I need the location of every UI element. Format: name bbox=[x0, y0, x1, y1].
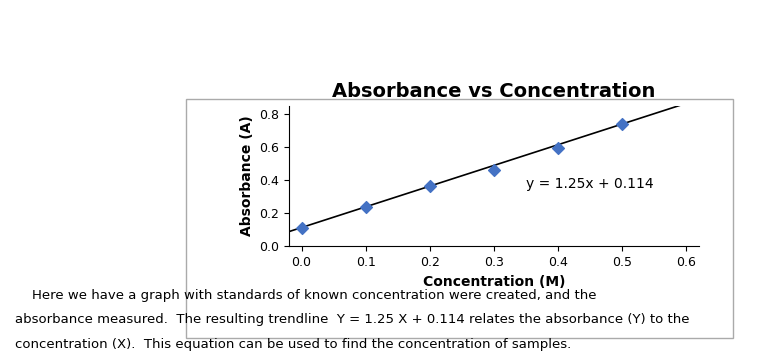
Text: Here we have a graph with standards of known concentration were created, and the: Here we have a graph with standards of k… bbox=[15, 289, 597, 302]
Y-axis label: Absorbance (A): Absorbance (A) bbox=[239, 115, 254, 237]
Text: y = 1.25x + 0.114: y = 1.25x + 0.114 bbox=[526, 177, 654, 191]
Text: absorbance measured.  The resulting trendline  Y = 1.25 X + 0.114 relates the ab: absorbance measured. The resulting trend… bbox=[15, 313, 690, 326]
X-axis label: Concentration (M): Concentration (M) bbox=[423, 275, 565, 289]
Text: concentration (X).  This equation can be used to find the concentration of sampl: concentration (X). This equation can be … bbox=[15, 338, 572, 351]
Point bbox=[552, 145, 564, 151]
Point bbox=[296, 225, 308, 230]
Point bbox=[616, 121, 629, 127]
Point bbox=[488, 167, 500, 172]
Title: Absorbance vs Concentration: Absorbance vs Concentration bbox=[332, 82, 656, 101]
Point bbox=[359, 204, 372, 210]
Point bbox=[424, 183, 436, 189]
